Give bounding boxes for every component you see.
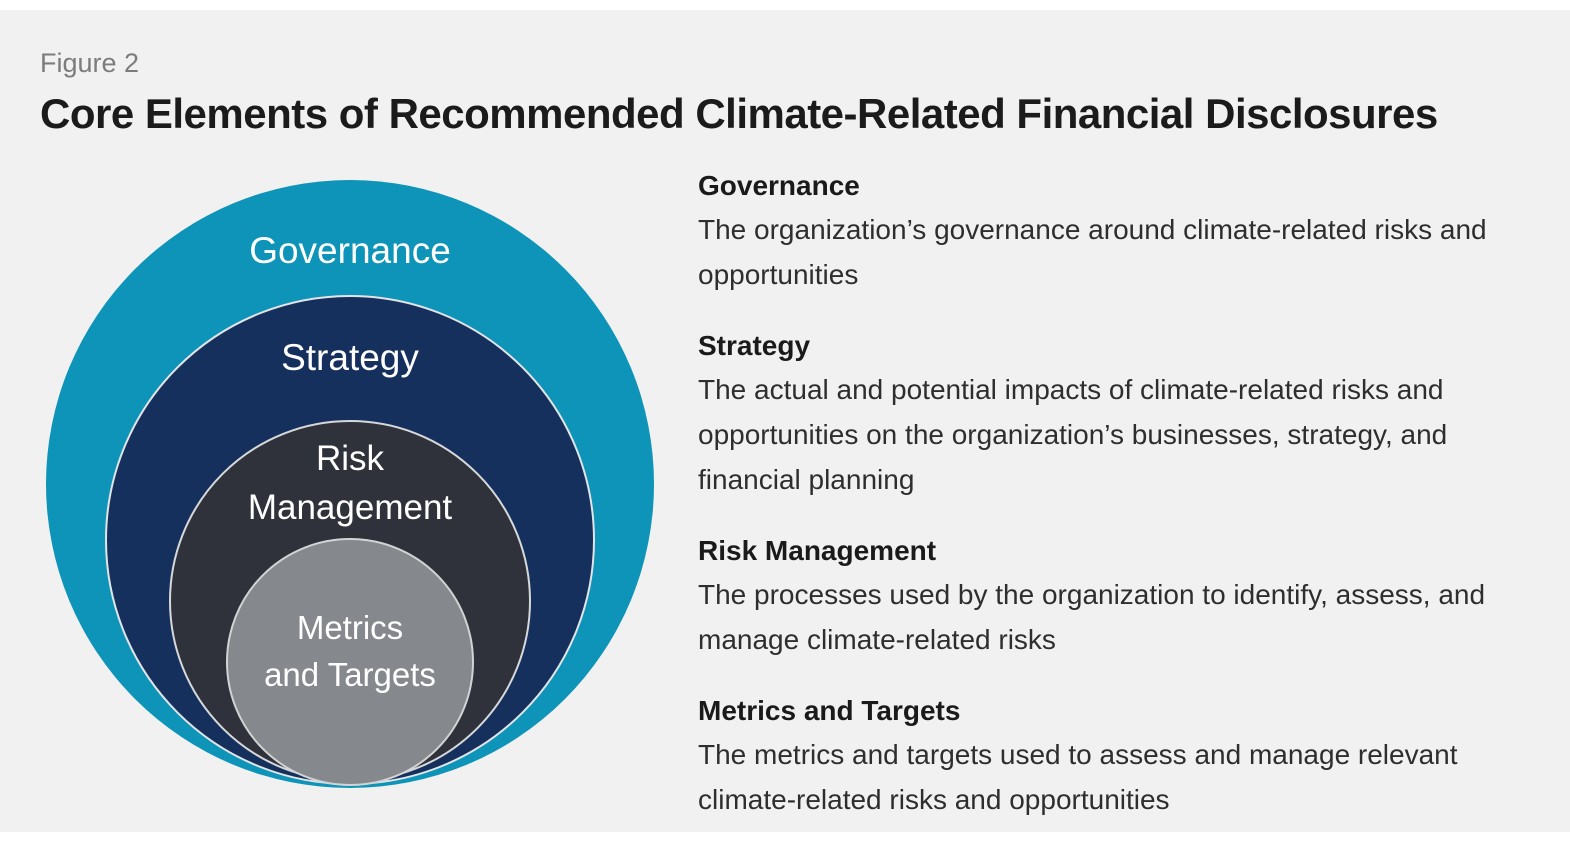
- risk-management-label-line1: Risk: [315, 439, 385, 478]
- risk-management-circle-label: Risk Management: [46, 434, 654, 532]
- definition-risk-management: Risk Management The processes used by th…: [698, 530, 1550, 662]
- definition-governance: Governance The organization’s governance…: [698, 165, 1550, 297]
- metrics-and-targets-circle-label: Metrics and Targets: [46, 604, 654, 698]
- definition-heading: Metrics and Targets: [698, 695, 961, 726]
- metrics-label-line1: Metrics: [296, 609, 404, 646]
- strategy-circle-label: Strategy: [281, 337, 419, 378]
- definition-body: The processes used by the organization t…: [698, 579, 1486, 655]
- definition-heading: Strategy: [698, 330, 811, 361]
- definitions-column: Governance The organization’s governance…: [698, 165, 1550, 822]
- governance-circle-label: Governance: [249, 230, 451, 271]
- definition-metrics-and-targets: Metrics and Targets The metrics and targ…: [698, 690, 1550, 822]
- definition-strategy: Strategy The actual and potential impact…: [698, 325, 1550, 502]
- figure-number-label: Figure 2: [40, 48, 140, 78]
- definition-body: The metrics and targets used to assess a…: [698, 739, 1458, 815]
- page-title: Core Elements of Recommended Climate-Rel…: [40, 90, 1438, 137]
- definition-body: The organization’s governance around cli…: [698, 214, 1487, 290]
- definition-heading: Risk Management: [698, 535, 937, 566]
- definition-heading: Governance: [698, 170, 860, 201]
- metrics-label-line2: and Targets: [264, 656, 436, 693]
- definition-body: The actual and potential impacts of clim…: [698, 374, 1448, 495]
- metrics-and-targets-circle: [226, 538, 474, 786]
- risk-management-label-line2: Management: [247, 488, 453, 527]
